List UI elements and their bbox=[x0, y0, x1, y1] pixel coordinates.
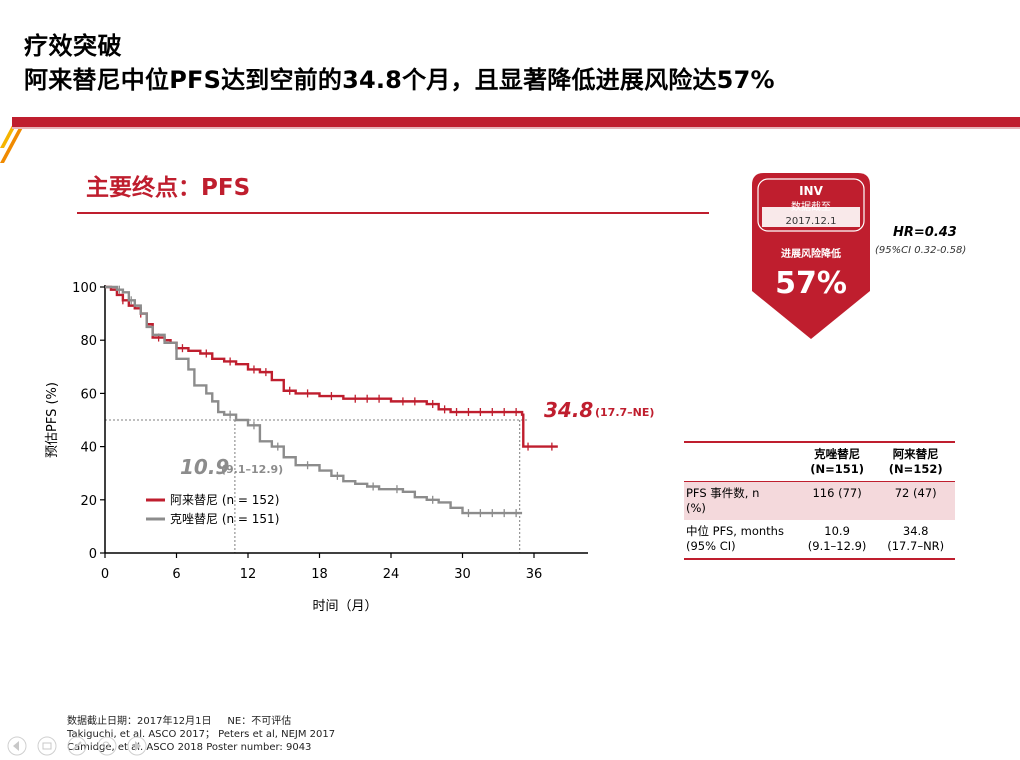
y-tick-label: 100 bbox=[72, 281, 97, 296]
zoom-icon bbox=[102, 741, 110, 749]
cell-crizotinib: 116 (77) bbox=[797, 481, 877, 520]
y-tick-label: 60 bbox=[80, 387, 97, 402]
badge-cutoff-line2: 2017.12.1 bbox=[786, 216, 837, 227]
median-ci-label: (17.7–NE) bbox=[595, 406, 654, 419]
chart-series bbox=[105, 285, 558, 518]
slide-title-line1: 疗效突破 bbox=[24, 32, 122, 60]
table-header-row: 克唑替尼 (N=151) 阿来替尼 (N=152) bbox=[684, 442, 955, 482]
chart-annotations: 34.8 (17.7–NE) 10.9(9.1–12.9) bbox=[180, 398, 654, 479]
row-label: PFS 事件数, n (%) bbox=[684, 481, 798, 520]
x-tick-label: 36 bbox=[526, 567, 543, 582]
median-value-label: 10.9 bbox=[180, 455, 229, 479]
pfs-summary-table: 克唑替尼 (N=151) 阿来替尼 (N=152) PFS 事件数, n (%)… bbox=[684, 441, 955, 560]
y-axis-label: 预估PFS (%) bbox=[45, 382, 60, 458]
footnote-line: Takiguchi, et al. ASCO 2017； Peters et a… bbox=[67, 729, 336, 740]
hazard-ratio: HR=0.43 bbox=[893, 225, 957, 240]
x-axis-label: 时间（月） bbox=[312, 599, 377, 614]
header-rule bbox=[12, 117, 1020, 127]
header-rule-shadow bbox=[12, 127, 1020, 129]
legend-label: 克唑替尼 (n = 151) bbox=[170, 512, 279, 526]
table-row: 中位 PFS, months (95% CI) 10.9 (9.1–12.9) … bbox=[684, 520, 955, 559]
pen-icon bbox=[72, 741, 82, 751]
x-tick-label: 12 bbox=[240, 567, 257, 582]
section-rule bbox=[77, 212, 709, 214]
badge-risk-value: 57% bbox=[775, 266, 847, 301]
slide-nav bbox=[7, 736, 147, 756]
y-tick-label: 40 bbox=[80, 441, 97, 456]
footnotes: 数据截止日期：2017年12月1日 NE：不可评估 Takiguchi, et … bbox=[67, 715, 335, 754]
badge-cutoff-line1: 数据截至 bbox=[791, 200, 831, 213]
x-tick-label: 6 bbox=[172, 567, 180, 582]
section-title: 主要终点：PFS bbox=[86, 175, 251, 201]
x-tick-label: 24 bbox=[383, 567, 400, 582]
chevron-left-icon bbox=[13, 741, 19, 751]
table-header-alectinib: 阿来替尼 (N=152) bbox=[876, 442, 955, 482]
table-header-empty bbox=[684, 442, 798, 482]
x-tick-label: 30 bbox=[454, 567, 471, 582]
km-chart: 0 20 40 60 80 100 0 6 12 18 24 30 36 时间（月） 预估PFS (%) 3… bbox=[45, 281, 654, 614]
legend-label: 阿来替尼 (n = 152) bbox=[170, 493, 279, 507]
table-row: PFS 事件数, n (%) 116 (77) 72 (47) bbox=[684, 481, 955, 520]
y-tick-label: 20 bbox=[80, 494, 97, 509]
next-slide-button[interactable] bbox=[127, 736, 147, 756]
km-curve-0 bbox=[105, 285, 558, 448]
slide-menu-button[interactable] bbox=[37, 736, 57, 756]
y-tick-label: 0 bbox=[89, 547, 97, 562]
x-tick-label: 0 bbox=[101, 567, 109, 582]
risk-reduction-badge: INV 数据截至 2017.12.1 进展风险降低 57% bbox=[752, 173, 870, 339]
pen-tool-button[interactable] bbox=[67, 736, 87, 756]
chart-axes: 0 20 40 60 80 100 0 6 12 18 24 30 36 时间（月） 预估PFS (%) bbox=[45, 281, 588, 614]
slide-icon bbox=[42, 742, 52, 750]
x-tick-label: 18 bbox=[311, 567, 328, 582]
chevron-right-icon bbox=[135, 741, 141, 751]
footnote-line: Camidge, et al. ASCO 2018 Poster number:… bbox=[67, 742, 312, 753]
table-header-crizotinib: 克唑替尼 (N=151) bbox=[797, 442, 877, 482]
row-label: 中位 PFS, months (95% CI) bbox=[686, 524, 784, 553]
footnote-line: 数据截止日期：2017年12月1日 NE：不可评估 bbox=[67, 716, 292, 727]
cell-crizotinib: 10.9 (9.1–12.9) bbox=[807, 524, 867, 553]
slide-title-line2: 阿来替尼中位PFS达到空前的34.8个月，且显著降低进展风险达57% bbox=[24, 66, 775, 94]
y-tick-label: 80 bbox=[80, 334, 97, 349]
zoom-button[interactable] bbox=[97, 736, 117, 756]
median-ci-label: (9.1–12.9) bbox=[221, 463, 283, 476]
badge-risk-label: 进展风险降低 bbox=[781, 247, 841, 260]
median-value-label: 34.8 bbox=[544, 398, 593, 422]
cell-alectinib: 34.8 (17.7–NR) bbox=[887, 524, 945, 553]
hazard-ratio-ci: (95%CI 0.32-0.58) bbox=[875, 245, 967, 256]
cell-alectinib: 72 (47) bbox=[876, 481, 955, 520]
badge-label: INV bbox=[799, 184, 824, 198]
km-curve-1 bbox=[105, 285, 523, 515]
prev-slide-button[interactable] bbox=[7, 736, 27, 756]
chart-legend: 阿来替尼 (n = 152) 克唑替尼 (n = 151) bbox=[146, 493, 279, 526]
chart-guides bbox=[105, 419, 529, 553]
